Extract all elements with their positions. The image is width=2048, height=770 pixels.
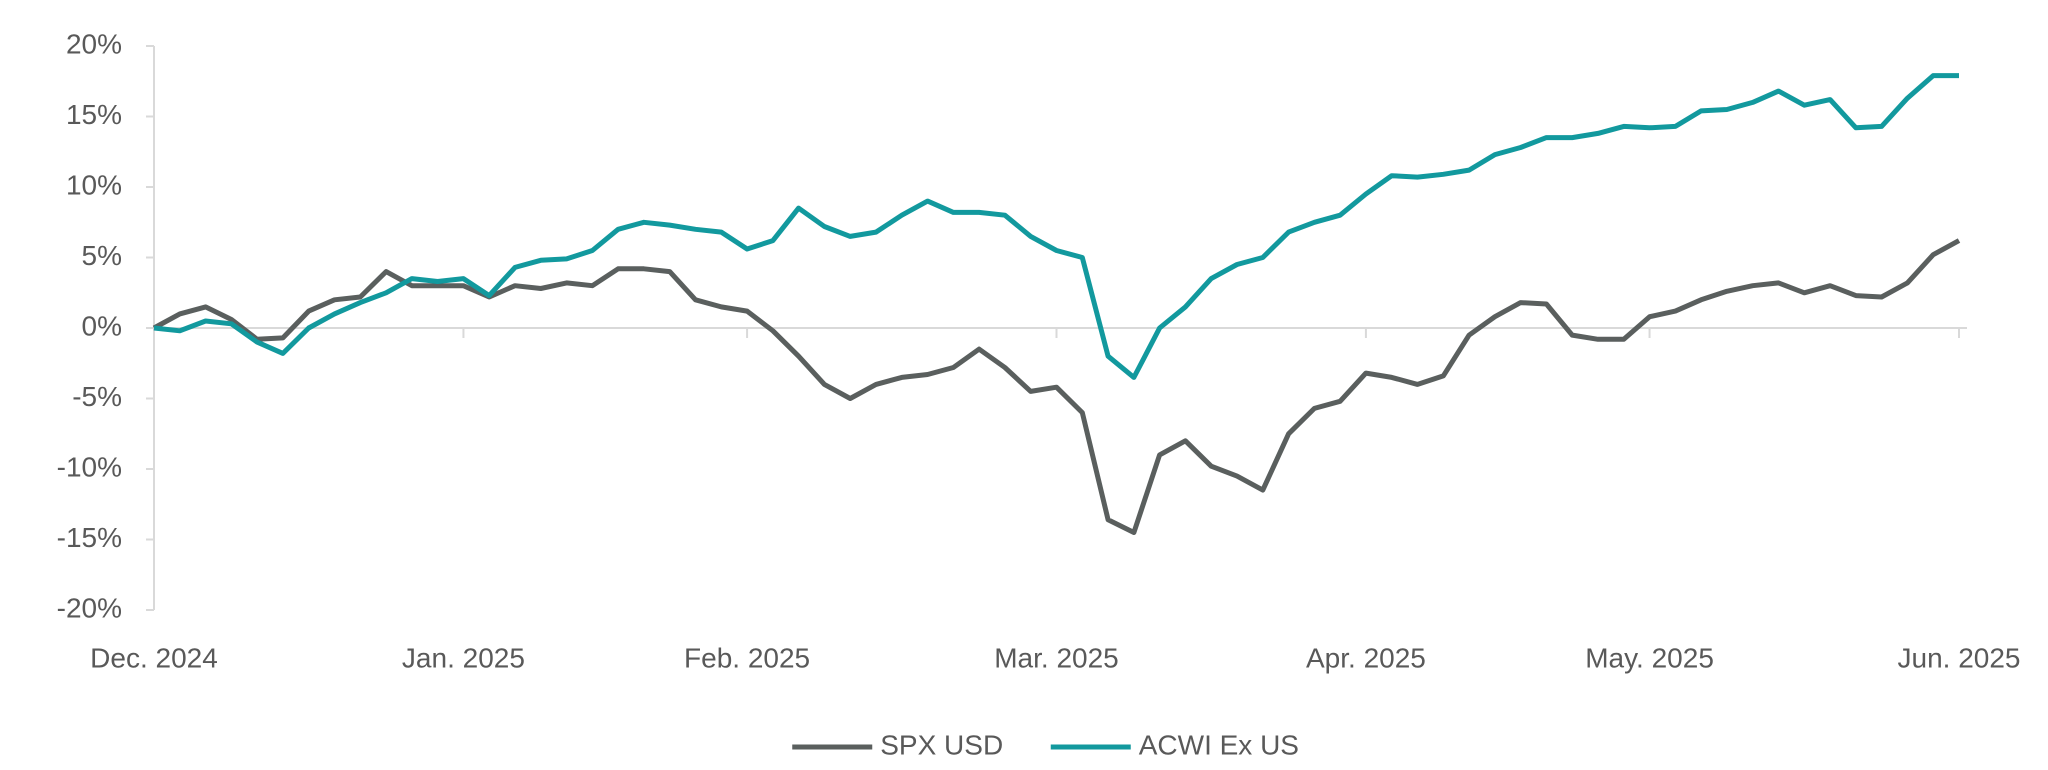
y-tick-label: -10% — [57, 451, 122, 482]
series-line — [152, 238, 1961, 535]
x-tick-label: Jan. 2025 — [402, 642, 525, 673]
y-tick-label: 15% — [66, 99, 122, 130]
series-line — [153, 73, 1959, 380]
x-tick-label: Jun. 2025 — [1898, 642, 2021, 673]
y-tick-label: -5% — [72, 381, 122, 412]
x-tick-label: Feb. 2025 — [684, 642, 810, 673]
y-tick-label: -20% — [57, 592, 122, 623]
y-tick-label: -15% — [57, 522, 122, 553]
y-tick-label: 20% — [66, 28, 122, 59]
legend-label: ACWI Ex US — [1139, 729, 1299, 760]
y-tick-label: 0% — [82, 310, 122, 341]
x-tick-label: Mar. 2025 — [994, 642, 1119, 673]
x-tick-label: Apr. 2025 — [1306, 642, 1426, 673]
y-tick-label: 5% — [82, 240, 122, 271]
x-tick-label: Dec. 2024 — [90, 642, 218, 673]
legend-label: SPX USD — [880, 729, 1003, 760]
y-tick-label: 10% — [66, 169, 122, 200]
x-tick-label: May. 2025 — [1585, 642, 1714, 673]
